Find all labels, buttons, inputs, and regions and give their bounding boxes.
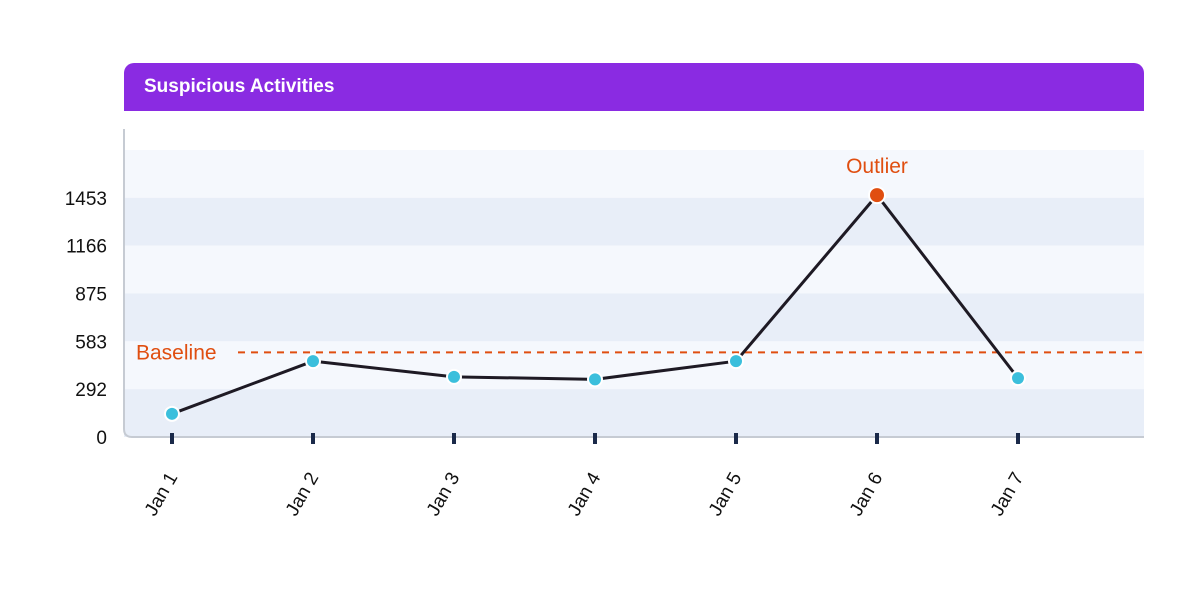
data-point <box>305 353 321 370</box>
grid-band <box>124 197 1144 246</box>
grid-band <box>124 341 1144 390</box>
outlier-point <box>868 186 886 205</box>
x-tick-label: Jan 5 <box>705 469 746 520</box>
x-tick-label: Jan 4 <box>564 469 606 520</box>
y-tick-label: 583 <box>75 332 107 353</box>
x-axis-line <box>123 428 1144 438</box>
data-points <box>164 186 1026 422</box>
grid-bands <box>124 150 1144 437</box>
y-tick-label: 875 <box>75 285 107 306</box>
baseline-annotation: Baseline <box>136 341 1144 364</box>
chart-title: Suspicious Activities <box>144 76 335 97</box>
x-tick-label: Jan 3 <box>423 469 464 520</box>
y-tick-label: 292 <box>75 380 107 401</box>
y-tick-label: 1166 <box>66 237 107 258</box>
grid-band <box>124 150 1144 198</box>
chart-title-bar: Suspicious Activities <box>124 63 1144 111</box>
data-point <box>446 368 462 385</box>
x-tick-marks <box>170 433 1020 444</box>
baseline-label: Baseline <box>136 341 217 364</box>
data-point <box>164 405 180 422</box>
outlier-label: Outlier <box>846 155 908 178</box>
grid-band <box>124 293 1144 342</box>
grid-band <box>124 389 1144 437</box>
x-tick-label: Jan 6 <box>846 469 887 520</box>
data-point <box>728 353 744 370</box>
data-point <box>1010 370 1026 387</box>
x-tick-label: Jan 1 <box>141 469 182 520</box>
x-tick-label: Jan 2 <box>282 469 323 520</box>
y-tick-label: 1453 <box>65 189 107 210</box>
outlier-annotation: Outlier <box>846 155 908 178</box>
grid-band <box>124 245 1144 294</box>
x-tick-labels: Jan 1 Jan 2 Jan 3 Jan 4 Jan 5 Jan 6 Jan 7 <box>141 469 1028 520</box>
y-tick-labels: 0 292 583 875 1166 1453 <box>65 189 107 449</box>
y-tick-label: 0 <box>96 428 107 449</box>
x-tick-label: Jan 7 <box>987 469 1028 520</box>
data-point <box>587 371 603 388</box>
